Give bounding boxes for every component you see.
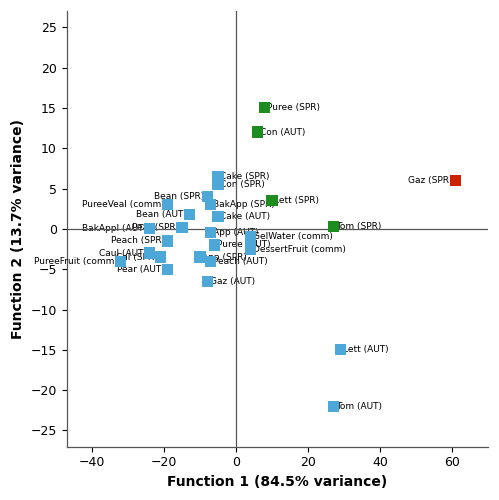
Point: [329, 222, 337, 230]
Point: [196, 253, 204, 261]
Text: App (AUT): App (AUT): [213, 228, 259, 237]
Text: Gaz (AUT): Gaz (AUT): [210, 277, 255, 286]
Text: Lett (SPR): Lett (SPR): [274, 196, 319, 205]
Text: Cal (SPR): Cal (SPR): [116, 252, 158, 262]
Point: [214, 172, 222, 180]
Point: [117, 257, 125, 265]
Text: Peach (AUT): Peach (AUT): [213, 256, 268, 266]
Point: [207, 200, 215, 208]
Point: [214, 213, 222, 221]
Point: [146, 249, 154, 257]
Point: [214, 180, 222, 188]
Point: [164, 200, 172, 208]
Point: [268, 196, 276, 204]
Text: Gaz (SPR): Gaz (SPR): [409, 176, 453, 185]
Point: [452, 176, 460, 184]
Point: [261, 104, 269, 112]
Point: [156, 253, 164, 261]
Point: [178, 223, 186, 231]
Text: Tom (AUT): Tom (AUT): [336, 402, 382, 411]
Point: [146, 225, 154, 233]
Text: Bean (SPR): Bean (SPR): [154, 192, 205, 201]
Point: [211, 241, 219, 249]
Text: Lett (AUT): Lett (AUT): [343, 346, 388, 354]
Text: Bean (AUT): Bean (AUT): [136, 210, 187, 219]
Text: BakAppl (AUT): BakAppl (AUT): [82, 224, 147, 234]
Y-axis label: Function 2 (13.7% variance): Function 2 (13.7% variance): [11, 119, 25, 339]
X-axis label: Function 1 (84.5% variance): Function 1 (84.5% variance): [167, 475, 387, 489]
Point: [253, 128, 261, 136]
Point: [203, 278, 211, 285]
Text: Pear (AUT): Pear (AUT): [117, 264, 165, 274]
Point: [203, 192, 211, 200]
Text: App (SPR): App (SPR): [203, 252, 248, 262]
Point: [247, 233, 254, 241]
Point: [164, 237, 172, 245]
Point: [207, 257, 215, 265]
Text: Peach (SPR): Peach (SPR): [111, 236, 165, 246]
Point: [185, 210, 193, 218]
Text: Puree (AUT): Puree (AUT): [217, 240, 270, 250]
Text: Puree (SPR): Puree (SPR): [267, 104, 320, 112]
Text: Cake (AUT): Cake (AUT): [221, 212, 270, 222]
Point: [207, 229, 215, 237]
Point: [247, 245, 254, 253]
Text: Caul (AUT): Caul (AUT): [99, 248, 147, 258]
Text: BakApp (SPR): BakApp (SPR): [213, 200, 275, 209]
Point: [164, 265, 172, 273]
Text: Cake (SPR): Cake (SPR): [221, 172, 270, 181]
Text: Pear (SPR): Pear (SPR): [132, 222, 180, 232]
Text: PureeVeal (comm): PureeVeal (comm): [82, 200, 165, 209]
Text: Con (SPR): Con (SPR): [221, 180, 265, 189]
Point: [336, 346, 344, 354]
Text: Tom (SPR): Tom (SPR): [336, 222, 381, 231]
Text: Con (AUT): Con (AUT): [260, 128, 305, 136]
Text: GelWater (comm): GelWater (comm): [253, 232, 333, 241]
Point: [329, 402, 337, 410]
Text: PureeFruit (comm): PureeFruit (comm): [34, 256, 118, 266]
Text: DessertFruit (comm): DessertFruit (comm): [253, 244, 346, 254]
